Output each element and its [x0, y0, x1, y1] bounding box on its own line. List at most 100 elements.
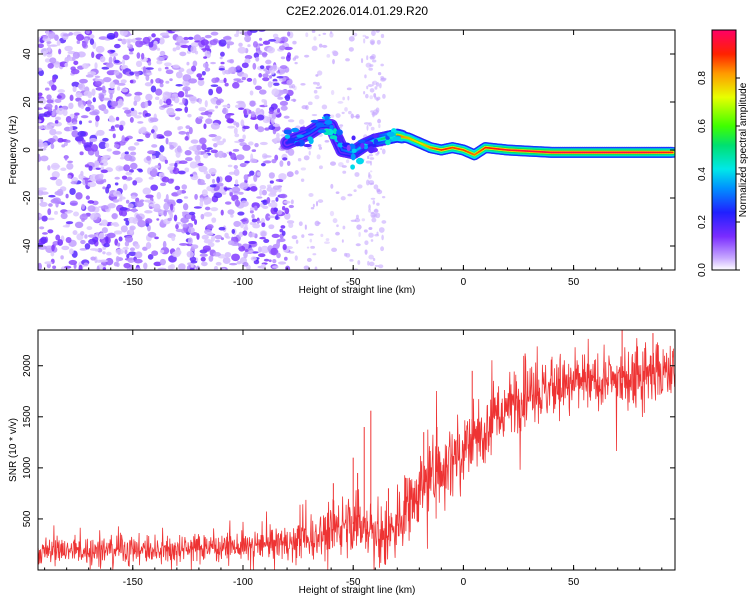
spectrogram-noise-blob	[175, 224, 179, 229]
spectrogram-noise-blob	[155, 97, 159, 100]
spectrogram-noise-blob	[203, 123, 206, 129]
spectrogram-noise-blob	[52, 266, 56, 270]
spectrogram-noise-blob	[103, 109, 108, 114]
spectrogram-noise-blob	[127, 177, 133, 181]
spectrogram-noise-blob	[378, 124, 380, 128]
spectrogram-noise-blob	[159, 172, 165, 176]
spectrogram-noise-blob	[250, 90, 254, 95]
spectrogram-noise-blob	[86, 28, 91, 34]
spectrogram-noise-blob	[242, 126, 249, 129]
spectrogram-noise-blob	[381, 220, 386, 224]
spectrogram-noise-blob	[227, 209, 234, 214]
spectrogram-noise-blob	[75, 222, 83, 228]
spectrogram-noise-blob	[375, 213, 380, 219]
spectrogram-ridge-blob	[368, 146, 375, 153]
spectrogram-noise-blob	[370, 56, 374, 59]
spectrogram-noise-blob	[77, 131, 86, 137]
spectrogram-noise-blob	[123, 164, 130, 171]
spectrogram-noise-blob	[228, 165, 233, 168]
spectrogram-noise-blob	[259, 38, 262, 41]
spectrogram-noise-blob	[205, 207, 211, 211]
spectrogram-noise-blob	[80, 104, 84, 109]
spectrogram-noise-blob	[46, 94, 51, 100]
spectrogram-noise-blob	[310, 246, 315, 249]
spectrogram-noise-blob	[117, 86, 120, 91]
spectrogram-noise-blob	[370, 170, 372, 172]
spectrogram-noise-blob	[97, 266, 100, 273]
spectrogram-noise-blob	[244, 223, 247, 229]
spectrogram-noise-blob	[251, 256, 257, 260]
spectrogram-noise-blob	[191, 66, 196, 72]
spectrogram-noise-blob	[184, 106, 188, 113]
spectrogram-noise-blob	[87, 100, 91, 107]
spectrogram-noise-blob	[208, 89, 213, 96]
spectrogram-noise-blob	[308, 193, 313, 197]
spectrogram-noise-blob	[288, 149, 295, 156]
snr-x-tick-label: -100	[233, 577, 253, 588]
spectrogram-noise-blob	[283, 201, 290, 204]
spectrogram-noise-blob	[101, 170, 108, 174]
spectrogram-noise-blob	[330, 31, 332, 34]
spectrogram-noise-blob	[279, 45, 285, 50]
spectrogram-noise-blob	[356, 215, 359, 220]
snr-x-tick-label: 0	[461, 577, 467, 588]
spectrogram-noise-blob	[209, 255, 214, 261]
spectrogram-noise-blob	[209, 40, 217, 46]
spectrogram-noise-blob	[61, 144, 65, 147]
spectrogram-noise-blob	[160, 51, 165, 56]
spectrogram-noise-blob	[244, 161, 250, 164]
spectrogram-noise-blob	[369, 154, 373, 156]
spectrogram-noise-blob	[164, 92, 171, 95]
spectrogram-ridge-blob	[284, 130, 292, 135]
spectrogram-x-tick-label: 50	[568, 277, 580, 288]
spectrogram-noise-blob	[259, 189, 262, 196]
spectrogram-noise-blob	[233, 221, 241, 227]
spectrogram-noise-blob	[67, 161, 73, 164]
spectrogram-noise-blob	[95, 249, 99, 252]
spectrogram-ridge-blob	[300, 127, 306, 131]
spectrogram-noise-blob	[211, 217, 216, 223]
spectrogram-ridge-blob	[305, 129, 311, 132]
spectrogram-noise-blob	[187, 114, 191, 118]
spectrogram-noise-blob	[199, 116, 203, 119]
spectrogram-noise-blob	[292, 235, 298, 239]
spectrogram-noise-blob	[138, 128, 146, 133]
spectrogram-noise-blob	[257, 221, 262, 224]
spectrogram-ridge-blob	[360, 143, 364, 149]
spectrogram-noise-blob	[366, 161, 371, 164]
spectrogram-noise-blob	[88, 205, 96, 212]
spectrogram-noise-blob	[128, 203, 134, 208]
spectrogram-x-tick-label: -150	[123, 277, 143, 288]
spectrogram-noise-blob	[276, 241, 280, 248]
spectrogram-noise-blob	[315, 266, 318, 271]
spectrogram-noise-blob	[243, 252, 248, 258]
spectrogram-noise-blob	[114, 70, 120, 76]
spectrogram-noise-blob	[286, 80, 292, 85]
spectrogram-noise-blob	[198, 77, 204, 80]
spectrogram-noise-blob	[258, 246, 262, 252]
spectrogram-noise-blob	[151, 144, 157, 148]
colorbar-tick-label: 0.8	[697, 71, 708, 85]
spectrogram-noise-blob	[347, 87, 352, 90]
spectrogram-noise-blob	[121, 135, 124, 142]
spectrogram-noise-blob	[374, 234, 379, 237]
spectrogram-noise-blob	[277, 97, 283, 100]
spectrogram-noise-blob	[381, 77, 387, 80]
spectrogram-noise-blob	[172, 251, 181, 257]
spectrogram-noise-blob	[96, 130, 105, 136]
spectrogram-noise-blob	[169, 78, 172, 81]
spectrogram-noise-blob	[190, 267, 195, 271]
spectrogram-noise-blob	[250, 100, 256, 106]
spectrogram-noise-blob	[231, 254, 240, 262]
spectrogram-noise-blob	[364, 240, 368, 245]
spectrogram-noise-blob	[289, 251, 295, 254]
spectrogram-noise-blob	[121, 79, 127, 83]
spectrogram-noise-blob	[88, 234, 96, 237]
spectrogram-noise-blob	[258, 253, 265, 257]
spectrogram-noise-blob	[381, 235, 384, 241]
spectrogram-noise-blob	[216, 176, 220, 183]
spectrogram-noise-blob	[36, 68, 42, 72]
spectrogram-noise-blob	[204, 202, 208, 205]
spectrogram-noise-blob	[64, 266, 71, 269]
spectrogram-noise-blob	[102, 251, 105, 254]
